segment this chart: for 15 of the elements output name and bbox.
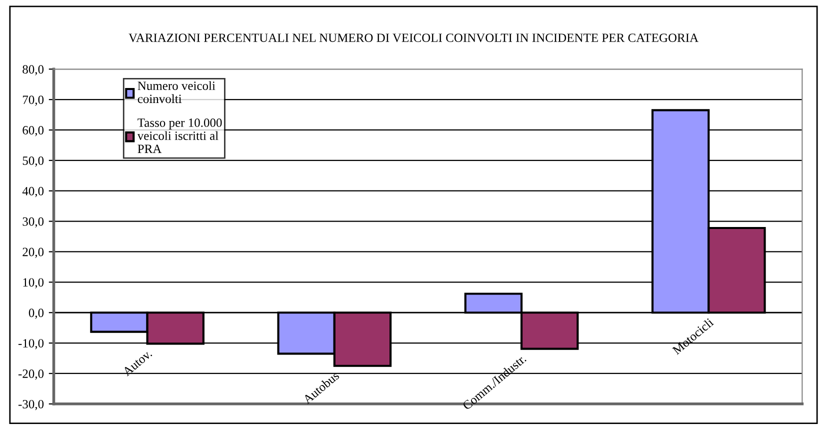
chart-title: VARIAZIONI PERCENTUALI NEL NUMERO DI VEICOLI COINVOLTI IN INCIDENTE PER CATEGORIA	[128, 34, 698, 42]
y-tick-label: 60,0	[22, 126, 44, 136]
y-tick-label: 80,0	[22, 65, 44, 76]
legend-label: Tasso per 10.000 veicoli iscritti al PRA	[137, 118, 222, 153]
y-tick-label: 10,0	[23, 278, 44, 288]
y-tick-label: -10,0	[18, 339, 44, 350]
y-tick-label: 50,0	[22, 156, 44, 167]
y-tick-label: 40,0	[22, 186, 44, 198]
legend-label: Numero veicoli coinvolti	[138, 81, 216, 104]
y-tick-label: 20,0	[22, 248, 44, 258]
y-tick-label: 0,0	[28, 308, 44, 319]
y-tick-label: 30,0	[22, 217, 44, 228]
y-tick-label: 70,0	[22, 96, 44, 106]
y-tick-label: -30,0	[18, 400, 44, 410]
y-tick-label: -20,0	[18, 370, 44, 380]
